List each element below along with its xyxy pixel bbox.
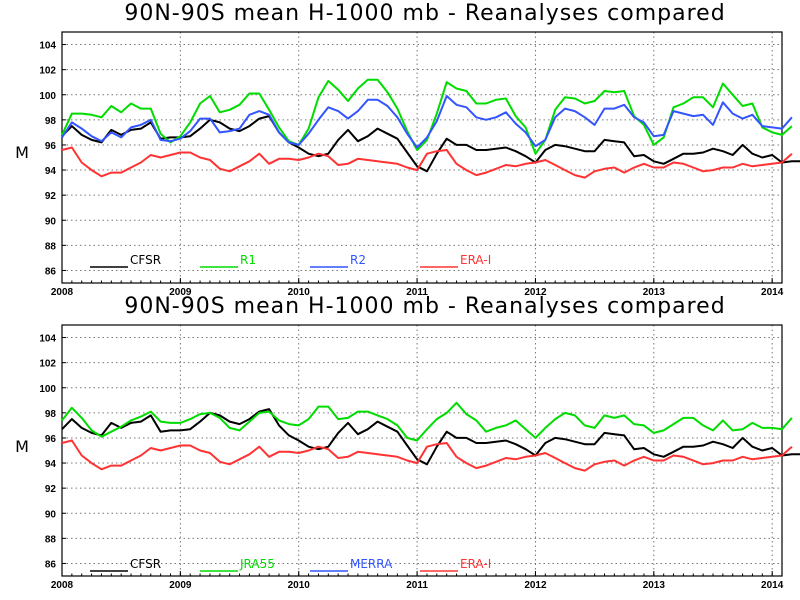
x-tick-label: 2011 [406,580,428,591]
y-axis-label: M [15,143,29,162]
plot-frame [61,31,783,284]
legend-label: R2 [350,253,366,267]
series-line-r1 [61,78,793,155]
y-tick-label: 86 [45,266,57,277]
series-line-cfsr [61,115,800,173]
x-tick-label: 2013 [643,287,666,298]
y-tick-label: 92 [45,191,57,202]
y-axis-label: M [15,437,29,456]
x-tick-label: 2008 [51,287,74,298]
series-line-jra55 [61,401,793,442]
y-tick-label: 98 [45,116,57,127]
x-tick-label: 2014 [761,580,784,591]
y-tick-label: 100 [39,384,56,395]
y-tick-label: 96 [45,141,57,152]
series-line-r2 [61,95,793,149]
y-tick-label: 90 [45,509,57,520]
y-tick-label: 88 [45,534,57,545]
series-line-cfsr [61,408,800,466]
legend-label: CFSR [130,253,161,267]
x-tick-label: 2014 [761,287,784,298]
x-tick-label: 2010 [288,580,311,591]
x-tick-label: 2008 [51,580,74,591]
y-tick-label: 94 [45,459,57,470]
y-tick-label: 96 [45,434,57,445]
y-tick-label: 90 [45,216,57,227]
legend-label: ERA-I [460,253,491,267]
y-tick-label: 102 [39,359,56,370]
chart-title: 90N-90S mean H-1000 mb - Reanalyses comp… [124,1,725,26]
bottom-chart-panel: 90N-90S mean H-1000 mb - Reanalyses comp… [15,294,800,591]
plot-frame [61,324,783,577]
y-tick-label: 104 [39,334,56,345]
y-tick-label: 94 [45,166,57,177]
y-tick-label: 88 [45,241,57,252]
legend-label: R1 [240,253,256,267]
x-tick-label: 2009 [169,287,192,298]
legend-label: MERRA [350,557,393,571]
x-tick-label: 2011 [406,287,428,298]
legend-label: CFSR [130,557,161,571]
legend-label: JRA55 [239,557,275,571]
series-line-era-i [61,439,793,472]
y-tick-label: 100 [39,91,56,102]
x-tick-label: 2012 [524,580,547,591]
y-tick-label: 104 [39,41,56,52]
x-tick-label: 2010 [288,287,311,298]
x-tick-label: 2012 [524,287,547,298]
legend-label: ERA-I [460,557,491,571]
x-tick-label: 2009 [169,580,192,591]
y-tick-label: 102 [39,66,56,77]
x-tick-label: 2013 [643,580,666,591]
y-tick-label: 86 [45,559,57,570]
y-tick-label: 92 [45,484,57,495]
top-chart-panel: 90N-90S mean H-1000 mb - Reanalyses comp… [15,1,800,298]
series-line-era-i [61,146,793,179]
chart-title: 90N-90S mean H-1000 mb - Reanalyses comp… [124,294,725,319]
y-tick-label: 98 [45,409,57,420]
